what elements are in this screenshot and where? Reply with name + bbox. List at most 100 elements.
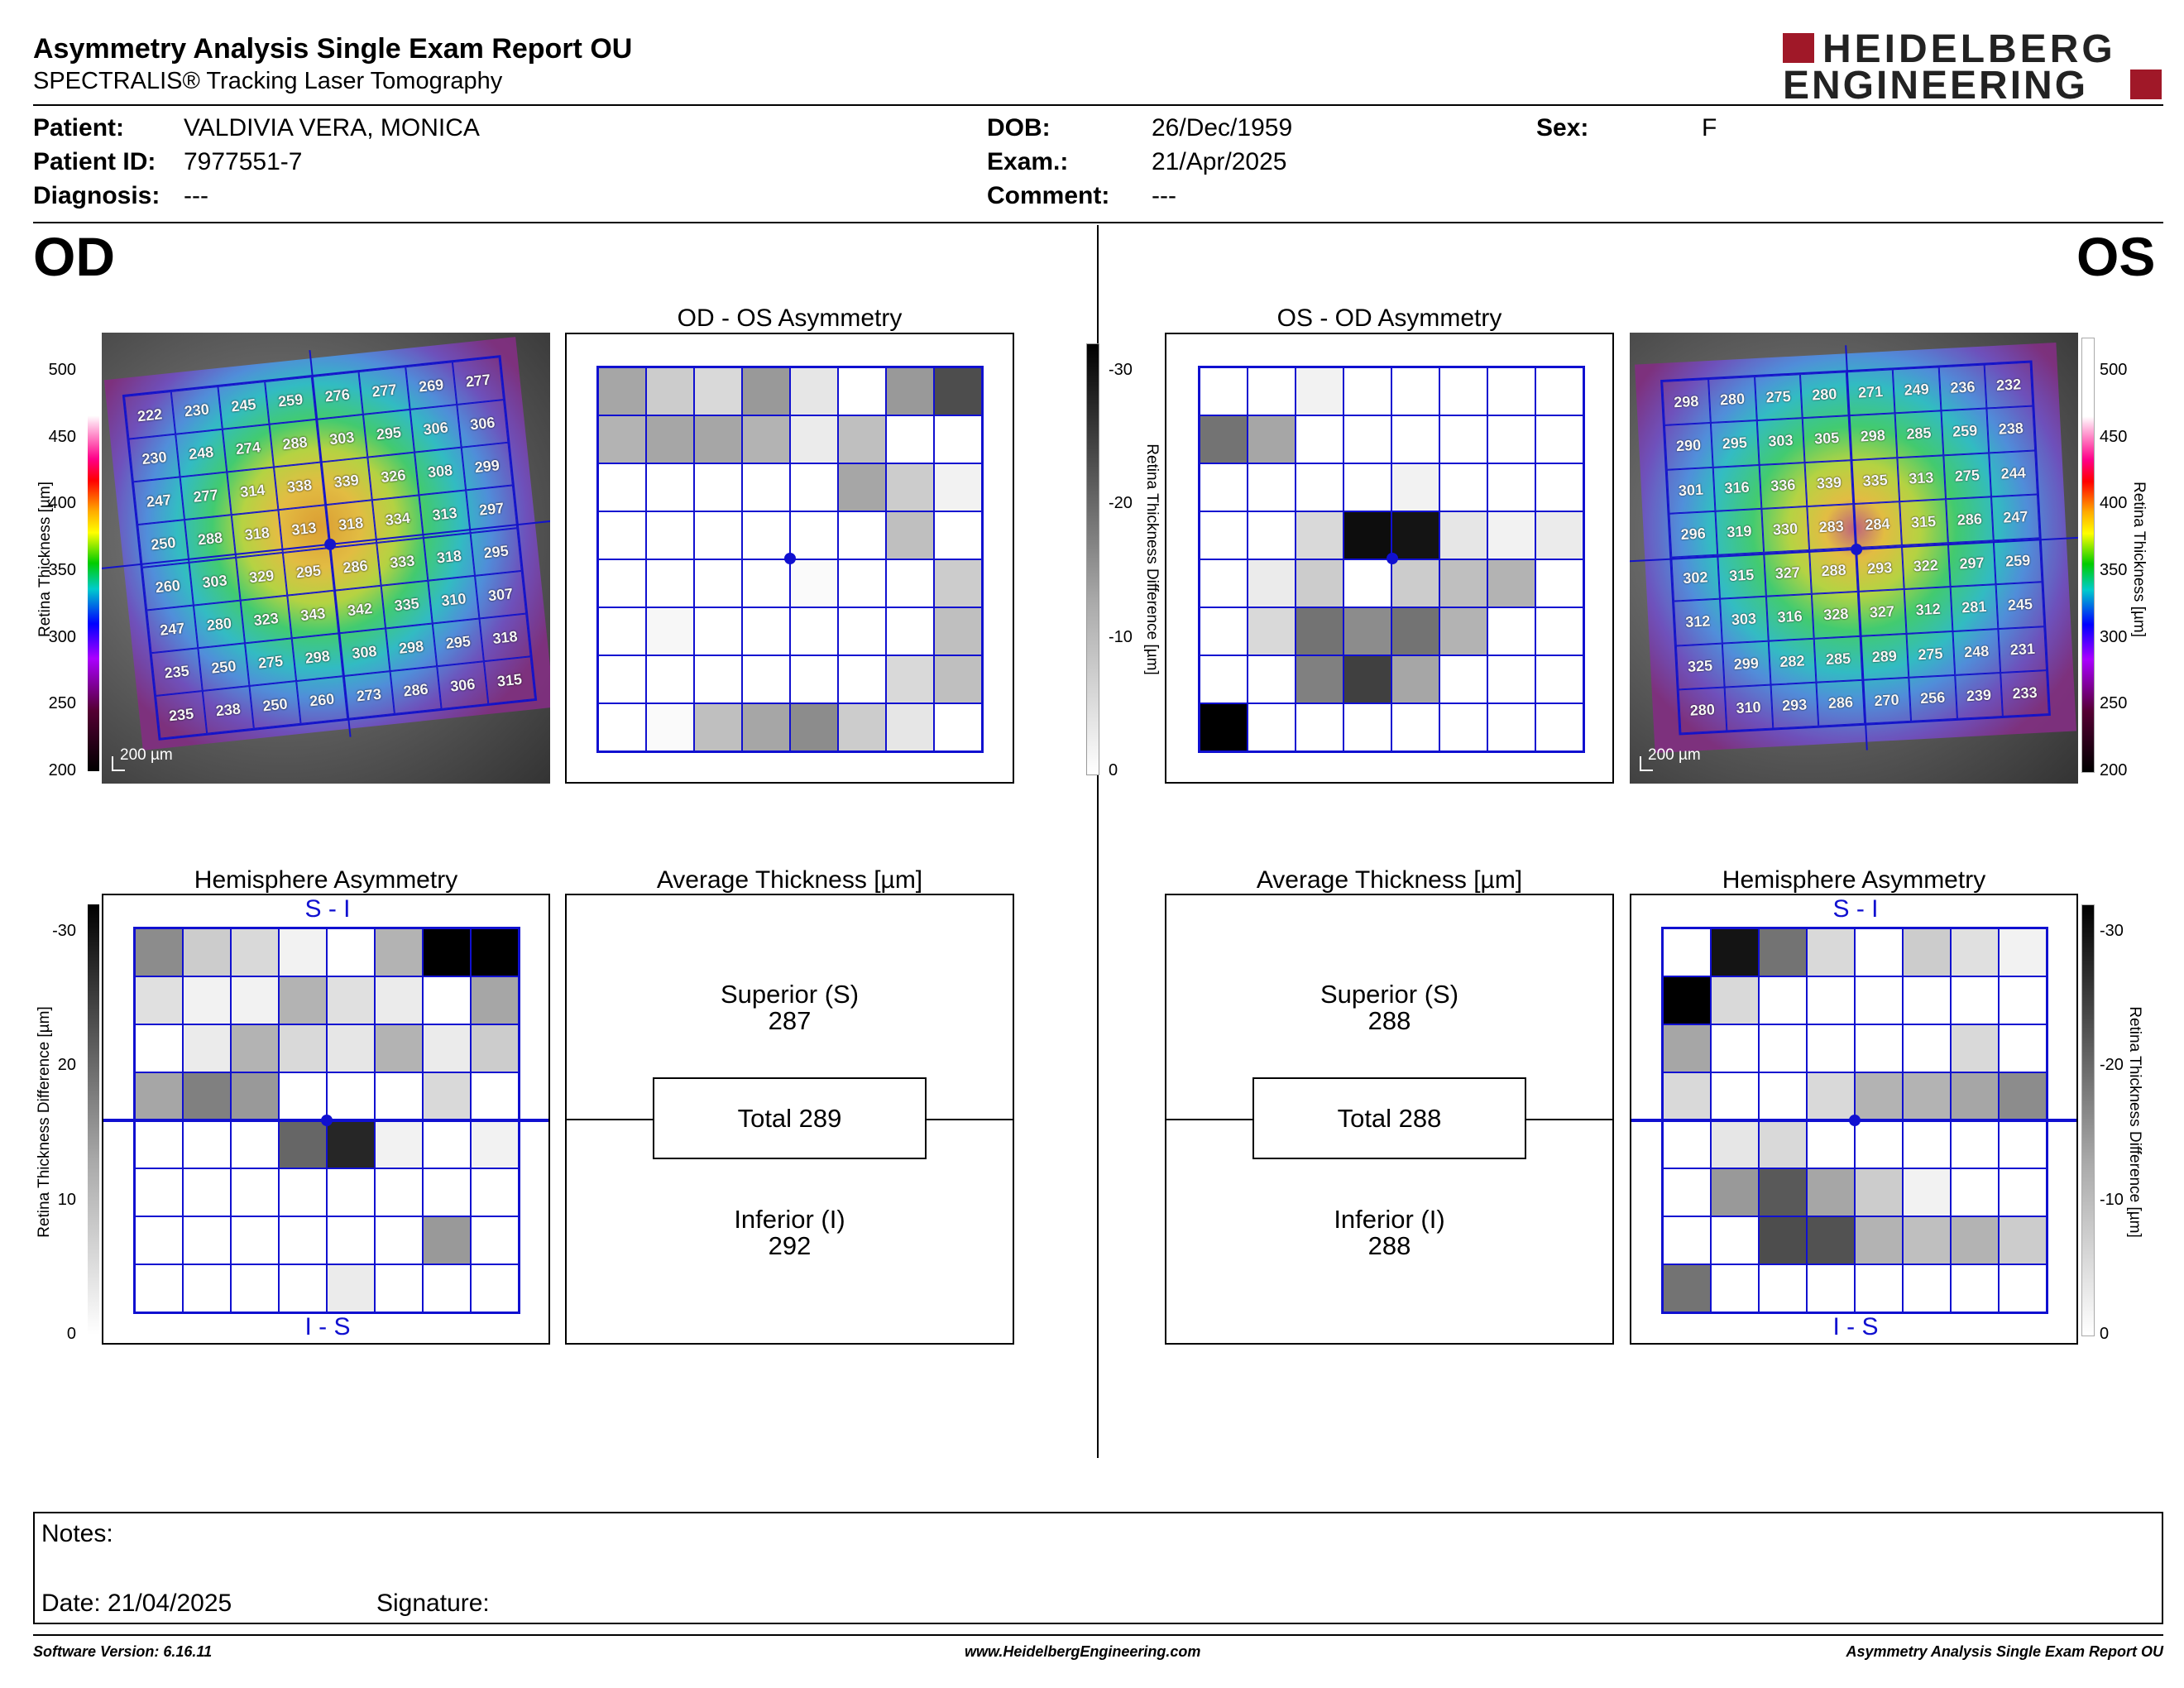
thickness-cell: 293 [1856, 545, 1904, 592]
thickness-cell: 327 [1857, 589, 1907, 636]
od-os-asymmetry-grid [596, 366, 984, 753]
grid-cell [375, 1024, 423, 1072]
thickness-cell: 286 [390, 666, 442, 714]
grid-cell [1248, 463, 1296, 511]
grid-cell [471, 1024, 519, 1072]
os-is-label: I - S [1832, 1313, 1879, 1340]
grid-cell [471, 976, 519, 1024]
thickness-cell: 277 [358, 367, 410, 415]
exam-label: Exam.: [987, 148, 1069, 175]
grid-cell [790, 511, 838, 559]
thickness-cell: 281 [1950, 584, 1999, 631]
grid-cell [598, 463, 646, 511]
thickness-cell: 343 [287, 590, 339, 639]
grid-cell [886, 367, 934, 415]
grid-cell [1535, 559, 1583, 607]
axis-tick-label: 20 [57, 1056, 76, 1075]
grid-cell [694, 703, 742, 751]
os-inferior-label: Inferior (I) [1334, 1205, 1445, 1234]
grid-cell [231, 928, 279, 976]
thickness-cell: 298 [1662, 379, 1711, 426]
grid-cell [1487, 415, 1535, 463]
grid-cell [1535, 463, 1583, 511]
grid-cell [279, 976, 327, 1024]
grid-cell [1248, 703, 1296, 751]
thickness-cell: 328 [1812, 592, 1861, 639]
os-od-asymmetry-grid [1198, 366, 1585, 753]
thickness-cell: 293 [1770, 682, 1819, 729]
grid-cell [1951, 1264, 1999, 1312]
grid-cell [694, 367, 742, 415]
thickness-cell: 295 [362, 409, 415, 458]
grid-cell [1343, 559, 1391, 607]
grid-cell [1200, 559, 1248, 607]
thickness-cell: 248 [1952, 628, 2001, 675]
grid-cell [1855, 1024, 1903, 1072]
notes-box: Notes: Date: 21/04/2025 Signature: [33, 1512, 2163, 1624]
grid-cell [1711, 1216, 1759, 1264]
grid-cell [886, 415, 934, 463]
axis-tick-label: 450 [2100, 427, 2128, 446]
axis-tick-label: 450 [48, 427, 76, 446]
grid-cell [1391, 415, 1439, 463]
grid-cell [790, 367, 838, 415]
thickness-cell: 239 [1954, 672, 2004, 719]
thickness-cell: 249 [1892, 367, 1941, 414]
grid-cell [1663, 1216, 1711, 1264]
od-superior-value: 287 [768, 1006, 812, 1035]
grid-cell [934, 607, 982, 655]
grid-cell [1855, 1072, 1903, 1120]
thickness-cell: 299 [461, 442, 513, 491]
thickness-cell: 318 [423, 533, 476, 581]
grid-cell [1535, 655, 1583, 703]
axis-tick-label: 200 [2100, 761, 2128, 779]
grid-cell [1951, 928, 1999, 976]
grid-cell [1711, 1168, 1759, 1216]
grid-cell [1663, 1168, 1711, 1216]
grid-cell [279, 1024, 327, 1072]
grid-cell [375, 1216, 423, 1264]
thickness-cell: 260 [141, 562, 194, 611]
grid-cell [934, 559, 982, 607]
grid-cell [1487, 703, 1535, 751]
thickness-cell: 289 [1860, 633, 1909, 680]
os-fundus-image: 298 280 275 280 271 249 236 232 290 295 303 305 298 2… [1630, 333, 2078, 784]
grid-cell [598, 511, 646, 559]
thickness-cell: 339 [320, 457, 372, 506]
grid-cell [471, 1216, 519, 1264]
grid-cell [1391, 511, 1439, 559]
axis-tick-label: 250 [48, 694, 76, 713]
thickness-cell: 277 [180, 472, 232, 520]
axis-tick-label: -10 [2100, 1190, 2124, 1209]
os-od-fovea-dot [1387, 553, 1398, 564]
thickness-cell: 315 [1899, 498, 1948, 546]
grid-cell [1487, 607, 1535, 655]
thickness-cell: 325 [1675, 643, 1725, 690]
center-divider [1097, 225, 1099, 1458]
thickness-cell: 295 [1710, 420, 1760, 468]
website-link[interactable]: www.HeidelbergEngineering.com [965, 1643, 1201, 1660]
grid-cell [1487, 559, 1535, 607]
grid-cell [375, 1264, 423, 1312]
thickness-cell: 308 [338, 628, 390, 677]
grid-cell [1903, 1072, 1951, 1120]
grid-cell [1711, 1120, 1759, 1168]
grid-cell [1200, 367, 1248, 415]
thickness-cell: 335 [381, 580, 433, 629]
od-average-panel: Superior (S) 287 Total 289 Inferior (I) … [565, 894, 1014, 1345]
grid-cell [1711, 1024, 1759, 1072]
thickness-cell: 274 [222, 424, 274, 472]
grid-cell [934, 463, 982, 511]
grid-cell [375, 1168, 423, 1216]
thickness-cell: 275 [1906, 631, 1955, 678]
grid-cell [375, 1120, 423, 1168]
thickness-cell: 295 [470, 528, 522, 576]
patient-id: 7977551-7 [184, 148, 303, 175]
grid-cell [598, 367, 646, 415]
os-average-panel: Superior (S) 288 Total 288 Inferior (I) … [1165, 894, 1614, 1345]
grid-cell [375, 928, 423, 976]
grid-cell [1248, 655, 1296, 703]
grid-cell [135, 1168, 183, 1216]
grid-cell [423, 1072, 471, 1120]
grid-cell [1343, 703, 1391, 751]
